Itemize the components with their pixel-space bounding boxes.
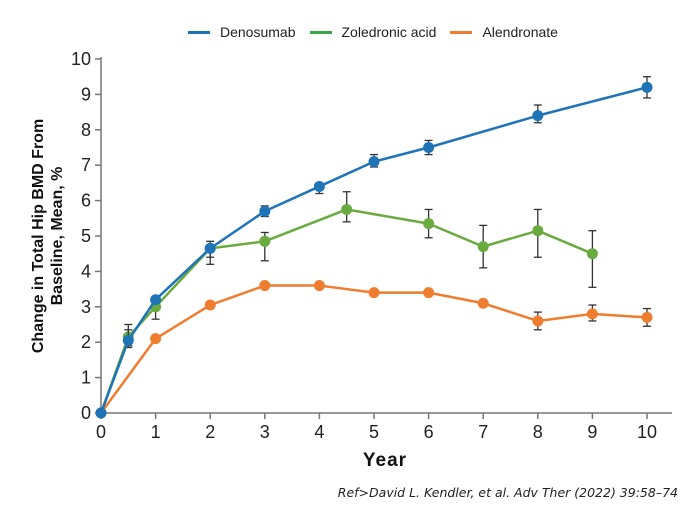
y-tick-label: 10 bbox=[71, 49, 91, 69]
legend-label-alendronate: Alendronate bbox=[482, 24, 558, 40]
y-axis-label-line-2: Baseline, Mean, % bbox=[49, 166, 66, 306]
data-point-denosumab bbox=[95, 407, 107, 419]
y-tick-label: 4 bbox=[81, 261, 91, 281]
data-point-zoledronic-acid bbox=[532, 225, 544, 237]
legend: Denosumab Zoledronic acid Alendronate bbox=[188, 24, 572, 40]
y-tick-label: 2 bbox=[81, 332, 91, 352]
data-point-alendronate bbox=[423, 287, 435, 299]
y-tick-label: 3 bbox=[81, 297, 91, 317]
y-tick-label: 1 bbox=[81, 368, 91, 388]
data-point-zoledronic-acid bbox=[259, 235, 271, 247]
data-point-denosumab bbox=[259, 205, 271, 217]
legend-item-zoledronic-acid: Zoledronic acid bbox=[309, 24, 437, 40]
legend-item-denosumab: Denosumab bbox=[188, 24, 296, 40]
data-point-denosumab bbox=[204, 242, 216, 254]
data-point-zoledronic-acid bbox=[341, 203, 353, 215]
data-point-alendronate bbox=[150, 333, 162, 345]
y-axis-label-line-1: Change in Total Hip BMD From bbox=[30, 118, 47, 354]
data-point-zoledronic-acid bbox=[477, 241, 489, 253]
data-point-zoledronic-acid bbox=[586, 248, 598, 260]
data-point-alendronate bbox=[313, 280, 325, 292]
data-point-denosumab bbox=[122, 334, 134, 346]
y-tick-label: 8 bbox=[81, 120, 91, 140]
y-tick-label: 6 bbox=[81, 191, 91, 211]
series-line-alendronate bbox=[99, 284, 648, 414]
legend-label-zoledronic-acid: Zoledronic acid bbox=[341, 24, 437, 40]
data-point-alendronate bbox=[477, 297, 489, 309]
data-point-denosumab bbox=[641, 81, 653, 93]
data-point-denosumab bbox=[532, 110, 544, 122]
legend-swatch-zoledronic-acid bbox=[309, 30, 332, 34]
data-point-alendronate bbox=[368, 287, 380, 299]
x-tick-label: 1 bbox=[151, 422, 161, 442]
y-tick-label: 7 bbox=[81, 155, 91, 175]
x-tick-label: 5 bbox=[369, 422, 379, 442]
y-tick-label: 5 bbox=[81, 226, 91, 246]
data-point-alendronate bbox=[532, 315, 544, 327]
x-tick-label: 3 bbox=[260, 422, 270, 442]
y-tick-label: 0 bbox=[81, 403, 91, 423]
data-point-alendronate bbox=[641, 311, 653, 323]
data-point-alendronate bbox=[259, 280, 271, 292]
x-axis-label: Year bbox=[362, 450, 408, 471]
data-point-denosumab bbox=[368, 156, 380, 168]
x-tick-label: 10 bbox=[637, 422, 657, 442]
reference-citation: Ref>David L. Kendler, et al. Adv Ther (2… bbox=[337, 485, 678, 500]
data-point-alendronate bbox=[586, 308, 598, 320]
data-point-denosumab bbox=[423, 142, 435, 153]
legend-swatch-alendronate bbox=[450, 30, 473, 34]
series-line-denosumab bbox=[99, 86, 648, 414]
legend-item-alendronate: Alendronate bbox=[450, 24, 558, 40]
x-tick-label: 6 bbox=[424, 422, 434, 442]
x-tick-label: 7 bbox=[478, 422, 488, 442]
data-point-alendronate bbox=[204, 299, 216, 311]
legend-label-denosumab: Denosumab bbox=[220, 24, 296, 40]
series-line-zoledronic-acid bbox=[99, 208, 593, 414]
x-tick-label: 9 bbox=[587, 422, 597, 442]
x-tick-label: 4 bbox=[314, 422, 324, 442]
data-point-zoledronic-acid bbox=[423, 218, 435, 230]
x-tick-label: 8 bbox=[533, 422, 543, 442]
data-point-denosumab bbox=[150, 294, 162, 306]
legend-swatch-denosumab bbox=[188, 30, 210, 34]
data-point-denosumab bbox=[313, 180, 325, 192]
y-axis-label: Change in Total Hip BMD From Baseline, M… bbox=[29, 119, 67, 353]
x-tick-label: 2 bbox=[205, 422, 215, 442]
y-tick-label: 9 bbox=[81, 84, 91, 104]
x-tick-label: 0 bbox=[96, 422, 106, 442]
